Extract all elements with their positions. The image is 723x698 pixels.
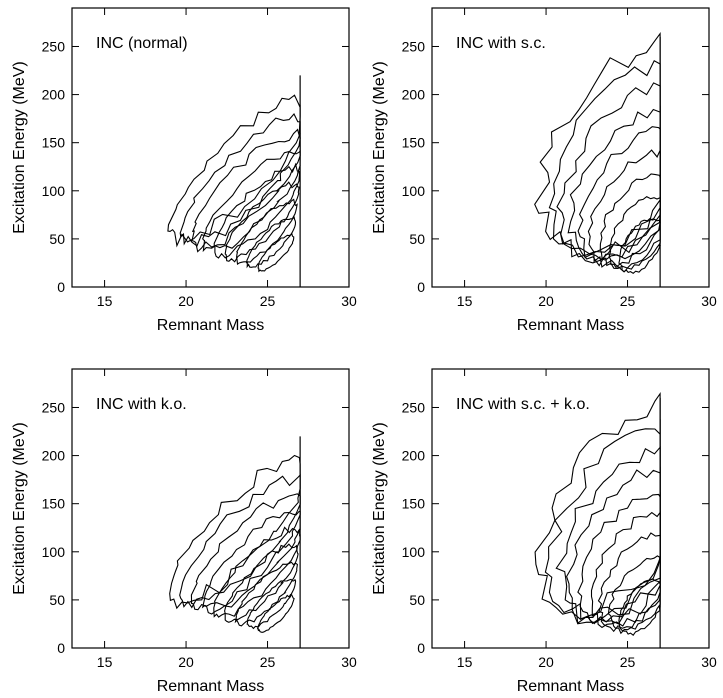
contour-line (257, 232, 295, 273)
x-tick-label: 30 (341, 293, 357, 309)
y-tick-label: 0 (57, 279, 65, 295)
contour-group (167, 75, 301, 287)
x-tick-label: 20 (178, 293, 194, 309)
y-axis-label: Excitation Energy (MeV) (371, 61, 388, 234)
y-tick-label: 200 (42, 87, 66, 103)
plot-frame (431, 368, 710, 649)
plot-frame (71, 7, 350, 288)
contour-line (577, 126, 661, 261)
y-tick-label: 50 (49, 231, 65, 247)
y-tick-label: 250 (402, 38, 426, 54)
x-tick-label: 25 (260, 654, 276, 670)
contour-line (179, 473, 301, 609)
x-tick-label: 30 (701, 654, 717, 670)
y-tick-label: 250 (42, 38, 66, 54)
contour-group (169, 436, 301, 648)
x-axis-label: Remnant Mass (517, 317, 625, 334)
y-tick-label: 150 (42, 135, 66, 151)
contour-line (556, 82, 661, 264)
contour-line (224, 543, 299, 623)
panel-title: INC with s.c. + k.o. (456, 396, 590, 413)
y-tick-label: 150 (402, 135, 426, 151)
y-tick-label: 0 (57, 640, 65, 656)
y-tick-label: 100 (402, 183, 426, 199)
y-tick-label: 250 (42, 399, 66, 415)
x-tick-label: 25 (620, 293, 636, 309)
y-tick-label: 0 (417, 279, 425, 295)
panel-top-right: 15 20 25 30 0 50 100 150 200 250 Remnant Mass Excit… (371, 7, 717, 334)
contour-line (213, 162, 301, 259)
panel-top-left: 15 20 25 30 0 50 100 150 200 250 Remnant Mass Excit… (11, 7, 357, 334)
y-tick-label: 50 (49, 592, 65, 608)
y-tick-label: 100 (42, 544, 66, 560)
x-axis-label: Remnant Mass (517, 678, 625, 695)
x-tick-label: 25 (260, 293, 276, 309)
y-tick-label: 100 (402, 544, 426, 560)
y-tick-label: 200 (402, 87, 426, 103)
y-tick-label: 0 (417, 640, 425, 656)
x-tick-label: 20 (538, 654, 554, 670)
contour-line (234, 561, 298, 627)
contour-line (246, 578, 297, 630)
y-axis-label: Excitation Energy (MeV) (371, 422, 388, 595)
plot-frame (431, 7, 710, 288)
y-axis-label: Excitation Energy (MeV) (11, 61, 28, 234)
plot-frame (71, 368, 350, 649)
y-tick-label: 200 (42, 448, 66, 464)
y-tick-label: 100 (42, 183, 66, 199)
x-tick-label: 15 (97, 654, 113, 670)
contour-line (179, 113, 301, 247)
y-tick-label: 200 (402, 448, 426, 464)
panel-bottom-right: 15 20 25 30 0 50 100 150 200 250 Remnant Mass Excit… (371, 368, 717, 695)
y-tick-label: 150 (42, 496, 66, 512)
contour-line (201, 510, 301, 615)
contour-line (256, 593, 295, 633)
contour-line (245, 216, 297, 269)
x-tick-label: 15 (457, 293, 473, 309)
x-tick-label: 20 (538, 293, 554, 309)
contour-group (534, 391, 661, 648)
y-axis-label: Excitation Energy (MeV) (11, 422, 28, 595)
x-tick-label: 15 (97, 293, 113, 309)
x-axis-label: Remnant Mass (157, 317, 265, 334)
y-tick-label: 50 (409, 592, 425, 608)
y-tick-label: 150 (402, 496, 426, 512)
x-tick-label: 30 (341, 654, 357, 670)
x-tick-label: 25 (620, 654, 636, 670)
panel-title: INC with k.o. (96, 396, 187, 413)
panel-title: INC with s.c. (456, 35, 546, 52)
contour-group (534, 32, 661, 287)
panel-title: INC (normal) (96, 35, 188, 52)
x-tick-label: 15 (457, 654, 473, 670)
x-axis-label: Remnant Mass (157, 678, 265, 695)
y-tick-label: 250 (402, 399, 426, 415)
x-tick-label: 20 (178, 654, 194, 670)
contour-line (224, 181, 300, 263)
contour-line (191, 128, 301, 253)
contour-line (534, 391, 661, 620)
panel-bottom-left: 15 20 25 30 0 50 100 150 200 250 Remnant Mass Excit… (11, 368, 357, 695)
x-tick-label: 30 (701, 293, 717, 309)
y-tick-label: 50 (409, 231, 425, 247)
